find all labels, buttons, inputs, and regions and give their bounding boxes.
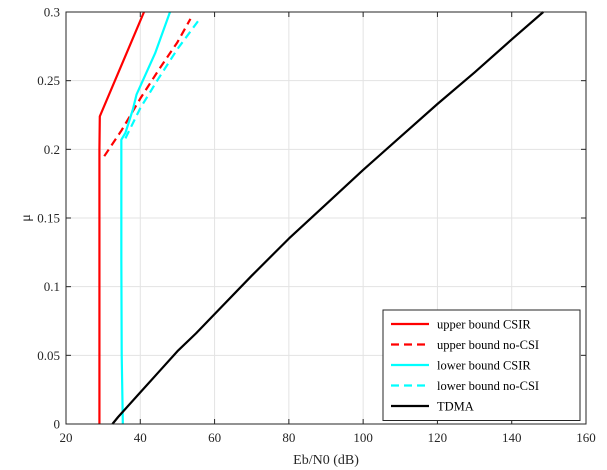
legend-label-0: upper bound CSIR: [437, 318, 531, 332]
x-tick-label: 120: [428, 430, 448, 445]
series-lines: [98, 11, 545, 425]
legend-label-1: upper bound no-CSI: [437, 338, 539, 352]
y-axis-label: μ: [19, 214, 34, 222]
grid: [66, 12, 586, 424]
legend-label-3: lower bound no-CSI: [437, 379, 539, 393]
x-tick-label: 80: [282, 430, 295, 445]
y-tick-label: 0.15: [37, 211, 60, 226]
axis-ticks: 20 40 60 80 100 120 140 160 0 0.05 0.1 0.15 0.2 0.25 0…: [37, 5, 596, 446]
x-tick-label: 40: [134, 430, 147, 445]
y-tick-label: 0.05: [37, 348, 60, 363]
legend-label-2: lower bound CSIR: [437, 359, 531, 373]
legend-label-4: TDMA: [437, 400, 474, 414]
series-line-0: [98, 11, 146, 424]
series-line-1: [103, 18, 192, 157]
x-tick-label: 160: [576, 430, 596, 445]
x-tick-label: 60: [208, 430, 221, 445]
y-tick-label: 0.25: [37, 73, 60, 88]
series-line-2: [120, 11, 172, 425]
legend: upper bound CSIR upper bound no-CSI lower …: [382, 309, 581, 421]
x-tick-label: 140: [502, 430, 522, 445]
y-tick-label: 0.1: [44, 279, 60, 294]
series-line-3: [124, 18, 201, 139]
x-axis-label: Eb/N0 (dB): [293, 453, 359, 468]
y-tick-label: 0.2: [44, 142, 60, 157]
x-tick-label: 100: [353, 430, 373, 445]
x-tick-label: 20: [60, 430, 73, 445]
series-line-4: [111, 11, 545, 425]
y-tick-label: 0.3: [44, 5, 60, 20]
y-tick-label: 0: [54, 417, 61, 432]
